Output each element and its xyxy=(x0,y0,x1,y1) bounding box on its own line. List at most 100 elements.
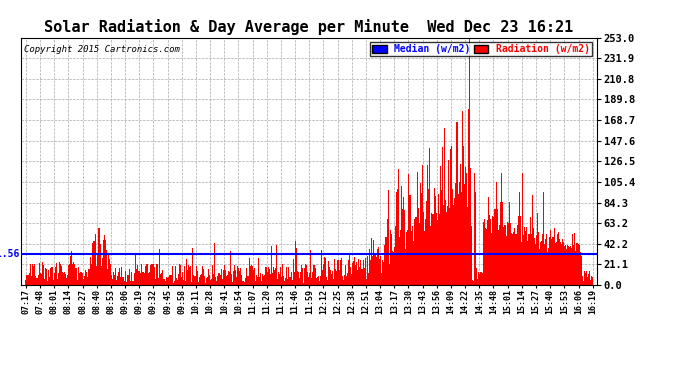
Bar xyxy=(482,222,484,285)
Bar xyxy=(299,278,300,285)
Bar xyxy=(59,262,60,285)
Bar xyxy=(586,270,587,285)
Bar xyxy=(185,281,186,285)
Bar xyxy=(549,237,551,285)
Bar xyxy=(87,277,88,285)
Bar xyxy=(89,269,90,285)
Bar xyxy=(244,278,246,285)
Bar xyxy=(158,278,159,285)
Bar xyxy=(219,274,221,285)
Bar xyxy=(317,276,319,285)
Bar xyxy=(189,267,190,285)
Bar xyxy=(268,269,270,285)
Bar xyxy=(86,272,87,285)
Bar xyxy=(471,226,472,285)
Bar xyxy=(323,264,324,285)
Bar xyxy=(139,271,140,285)
Bar xyxy=(206,278,207,285)
Bar xyxy=(578,244,579,285)
Bar xyxy=(414,219,415,285)
Bar xyxy=(362,260,364,285)
Bar xyxy=(110,264,111,285)
Bar xyxy=(301,265,302,285)
Bar xyxy=(350,267,351,285)
Bar xyxy=(141,264,142,285)
Bar xyxy=(104,236,105,285)
Bar xyxy=(174,281,175,285)
Bar xyxy=(298,272,299,285)
Bar xyxy=(352,263,353,285)
Bar xyxy=(344,275,345,285)
Bar xyxy=(360,260,362,285)
Bar xyxy=(306,265,307,285)
Bar xyxy=(581,256,582,285)
Bar xyxy=(224,265,225,285)
Bar xyxy=(495,209,496,285)
Bar xyxy=(115,268,116,285)
Bar xyxy=(257,276,258,285)
Bar xyxy=(326,278,327,285)
Bar xyxy=(489,215,490,285)
Bar xyxy=(592,278,593,285)
Bar xyxy=(506,222,508,285)
Bar xyxy=(407,230,408,285)
Bar xyxy=(156,264,157,285)
Bar xyxy=(204,276,205,285)
Bar xyxy=(490,219,491,285)
Bar xyxy=(241,275,242,285)
Bar xyxy=(424,231,425,285)
Bar xyxy=(541,241,542,285)
Bar xyxy=(138,271,139,285)
Bar xyxy=(411,226,413,285)
Bar xyxy=(524,227,525,285)
Bar xyxy=(310,250,311,285)
Bar xyxy=(213,274,215,285)
Bar xyxy=(193,275,195,285)
Bar xyxy=(415,217,416,285)
Bar xyxy=(391,234,392,285)
Bar xyxy=(122,277,124,285)
Bar xyxy=(90,257,91,285)
Bar xyxy=(409,195,411,285)
Bar xyxy=(355,265,356,285)
Bar xyxy=(70,255,71,285)
Bar xyxy=(555,242,557,285)
Bar xyxy=(341,258,342,285)
Bar xyxy=(433,188,435,285)
Bar xyxy=(254,268,255,285)
Bar xyxy=(546,234,547,285)
Bar xyxy=(529,216,531,285)
Bar xyxy=(354,256,355,285)
Bar xyxy=(324,257,325,285)
Bar xyxy=(157,264,158,285)
Bar xyxy=(233,271,234,285)
Bar xyxy=(331,274,333,285)
Bar xyxy=(319,276,321,285)
Bar xyxy=(500,202,502,285)
Bar xyxy=(62,272,63,285)
Bar xyxy=(540,242,541,285)
Bar xyxy=(38,275,39,285)
Bar xyxy=(475,192,476,285)
Bar xyxy=(83,279,84,285)
Bar xyxy=(402,209,403,285)
Bar xyxy=(542,234,543,285)
Bar xyxy=(232,282,233,285)
Bar xyxy=(395,226,396,285)
Bar xyxy=(496,182,497,285)
Bar xyxy=(568,246,569,285)
Bar xyxy=(443,205,444,285)
Bar xyxy=(229,272,230,285)
Bar xyxy=(281,278,282,285)
Bar xyxy=(201,266,203,285)
Bar xyxy=(226,276,227,285)
Bar xyxy=(565,244,566,285)
Bar xyxy=(480,272,482,285)
Bar xyxy=(303,283,304,285)
Bar xyxy=(211,279,213,285)
Bar xyxy=(154,267,155,285)
Bar xyxy=(106,251,107,285)
Bar xyxy=(509,202,510,285)
Bar xyxy=(42,261,43,285)
Bar xyxy=(160,274,161,285)
